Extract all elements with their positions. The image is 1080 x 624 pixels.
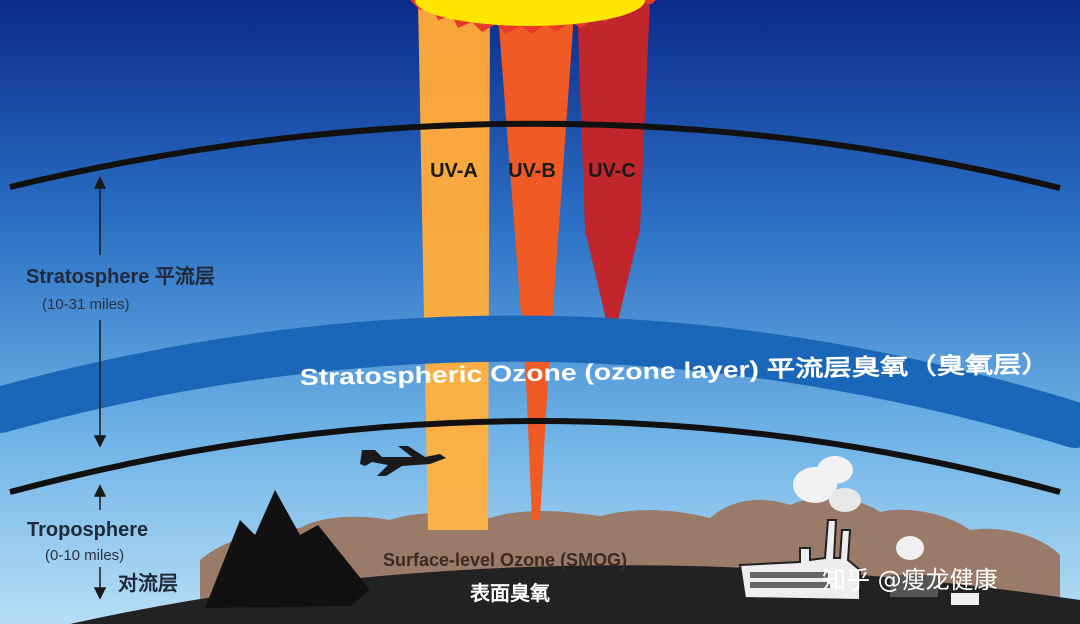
factory-icon bbox=[738, 456, 861, 602]
stratosphere-arrow bbox=[93, 176, 107, 448]
vehicle-icons bbox=[890, 536, 981, 607]
uvc-label: UV-C bbox=[588, 160, 636, 182]
stratosphere-range: (10-31 miles) bbox=[42, 296, 130, 313]
stratosphere-top-line bbox=[9, 120, 1061, 191]
troposphere-top-line bbox=[9, 418, 1061, 495]
smog-label: Surface-level Ozone (SMOG) bbox=[383, 550, 627, 570]
sun-icon bbox=[410, 0, 656, 34]
mountain-icon bbox=[205, 490, 370, 608]
troposphere-cn-label: 对流层 bbox=[118, 571, 178, 595]
surface-ozone-cn-label: 表面臭氧 bbox=[470, 581, 550, 605]
troposphere-range: (0-10 miles) bbox=[45, 547, 124, 564]
uva-beam bbox=[418, 0, 490, 530]
watermark: 知乎 @瘦龙健康 bbox=[822, 566, 998, 594]
stratosphere-label: Stratosphere 平流层 bbox=[26, 264, 215, 288]
uvb-beam bbox=[497, 0, 575, 520]
ozone-layer-band bbox=[0, 315, 1080, 448]
uvc-beam bbox=[577, 0, 650, 345]
troposphere-label: Troposphere bbox=[27, 519, 148, 541]
airplane-icon bbox=[360, 446, 446, 476]
uvb-label: UV-B bbox=[508, 160, 556, 182]
troposphere-arrow bbox=[93, 484, 107, 600]
uva-label: UV-A bbox=[430, 160, 478, 182]
